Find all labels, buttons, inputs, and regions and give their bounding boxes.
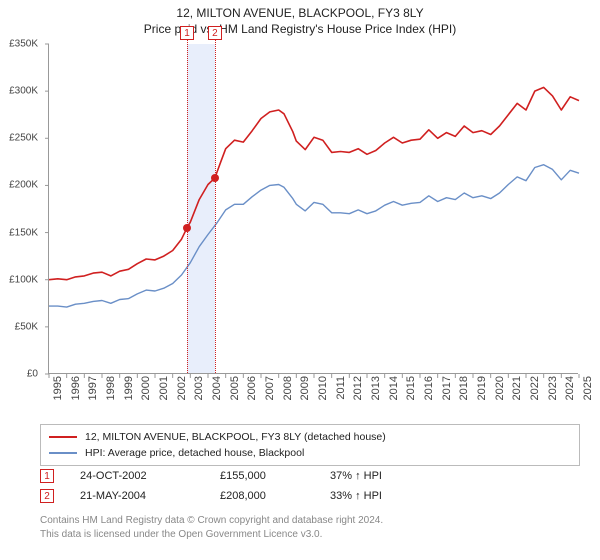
chart-series-svg — [49, 44, 578, 373]
y-tick-label: £350K — [9, 39, 38, 50]
series-marker — [211, 174, 219, 182]
callout-number-box: 2 — [208, 26, 222, 40]
legend-label: HPI: Average price, detached house, Blac… — [85, 447, 304, 459]
x-tick-label: 2024 — [564, 376, 576, 400]
x-tick-label: 2011 — [335, 376, 347, 400]
x-tick-label: 2002 — [176, 376, 188, 400]
x-tick-label: 2010 — [317, 376, 329, 400]
x-tick-label: 2008 — [282, 376, 294, 400]
series-marker — [183, 224, 191, 232]
x-tick-label: 2023 — [547, 376, 559, 400]
footer-line-1: Contains HM Land Registry data © Crown c… — [40, 514, 580, 528]
marker-pct-vs-hpi: 33% ↑ HPI — [330, 490, 420, 502]
x-tick-label: 2018 — [458, 376, 470, 400]
x-tick-label: 2012 — [352, 376, 364, 400]
legend-swatch — [49, 452, 77, 454]
callout-number-box: 1 — [180, 26, 194, 40]
x-tick-label: 2013 — [370, 376, 382, 400]
x-tick-label: 2020 — [494, 376, 506, 400]
series-line-property — [49, 87, 579, 279]
series-line-hpi — [49, 165, 579, 307]
legend-label: 12, MILTON AVENUE, BLACKPOOL, FY3 8LY (d… — [85, 431, 386, 443]
x-axis-labels: 1995 1996 1997 1998 1999 2000 2001 2002 2003 2004… — [48, 376, 578, 426]
y-tick-label: £0 — [27, 369, 38, 380]
x-tick-label: 2017 — [441, 376, 453, 400]
x-tick-label: 1999 — [123, 376, 135, 400]
x-tick-label: 1997 — [87, 376, 99, 400]
marker-date: 21-MAY-2004 — [80, 490, 220, 502]
y-tick-label: £250K — [9, 133, 38, 144]
x-tick-label: 2015 — [405, 376, 417, 400]
x-tick-label: 1998 — [105, 376, 117, 400]
x-tick-label: 2005 — [229, 376, 241, 400]
x-tick-label: 2001 — [158, 376, 170, 400]
marker-date: 24-OCT-2002 — [80, 470, 220, 482]
x-tick-label: 1996 — [70, 376, 82, 400]
y-tick-label: £150K — [9, 227, 38, 238]
x-tick-label: 2009 — [299, 376, 311, 400]
legend-swatch — [49, 436, 77, 438]
x-tick-label: 2003 — [193, 376, 205, 400]
marker-price: £155,000 — [220, 470, 330, 482]
x-tick-label: 2019 — [476, 376, 488, 400]
y-tick-label: £200K — [9, 180, 38, 191]
marker-pct-vs-hpi: 37% ↑ HPI — [330, 470, 420, 482]
footer-line-2: This data is licensed under the Open Gov… — [40, 528, 580, 542]
x-tick-label: 2025 — [582, 376, 594, 400]
marker-row: 2 21-MAY-2004£208,00033% ↑ HPI — [40, 486, 580, 506]
marker-table: 1 24-OCT-2002£155,00037% ↑ HPI 2 21-MAY-200… — [40, 466, 580, 506]
legend-row: 12, MILTON AVENUE, BLACKPOOL, FY3 8LY (d… — [49, 429, 571, 445]
x-tick-label: 2004 — [211, 376, 223, 400]
callout-line — [215, 32, 216, 373]
y-axis-labels: £0£50K£100K£150K£200K£250K£300K£350K — [0, 44, 44, 374]
page-subtitle: Price paid vs. HM Land Registry's House … — [0, 20, 600, 40]
marker-price: £208,000 — [220, 490, 330, 502]
marker-number-box: 1 — [40, 469, 54, 483]
chart-plot-area: 12 — [48, 44, 578, 374]
marker-row: 1 24-OCT-2002£155,00037% ↑ HPI — [40, 466, 580, 486]
x-tick-label: 2021 — [511, 376, 523, 400]
x-tick-label: 2014 — [388, 376, 400, 400]
y-tick-label: £50K — [15, 321, 38, 332]
legend-row: HPI: Average price, detached house, Blac… — [49, 445, 571, 461]
x-tick-label: 2006 — [246, 376, 258, 400]
footer-attribution: Contains HM Land Registry data © Crown c… — [40, 514, 580, 541]
y-tick-label: £300K — [9, 86, 38, 97]
legend: 12, MILTON AVENUE, BLACKPOOL, FY3 8LY (d… — [40, 424, 580, 466]
x-tick-label: 1995 — [52, 376, 64, 400]
x-tick-label: 2007 — [264, 376, 276, 400]
marker-number-box: 2 — [40, 489, 54, 503]
callout-line — [187, 32, 188, 373]
x-tick-label: 2000 — [140, 376, 152, 400]
x-tick-label: 2016 — [423, 376, 435, 400]
page-title: 12, MILTON AVENUE, BLACKPOOL, FY3 8LY — [0, 0, 600, 20]
x-tick-label: 2022 — [529, 376, 541, 400]
y-tick-label: £100K — [9, 274, 38, 285]
